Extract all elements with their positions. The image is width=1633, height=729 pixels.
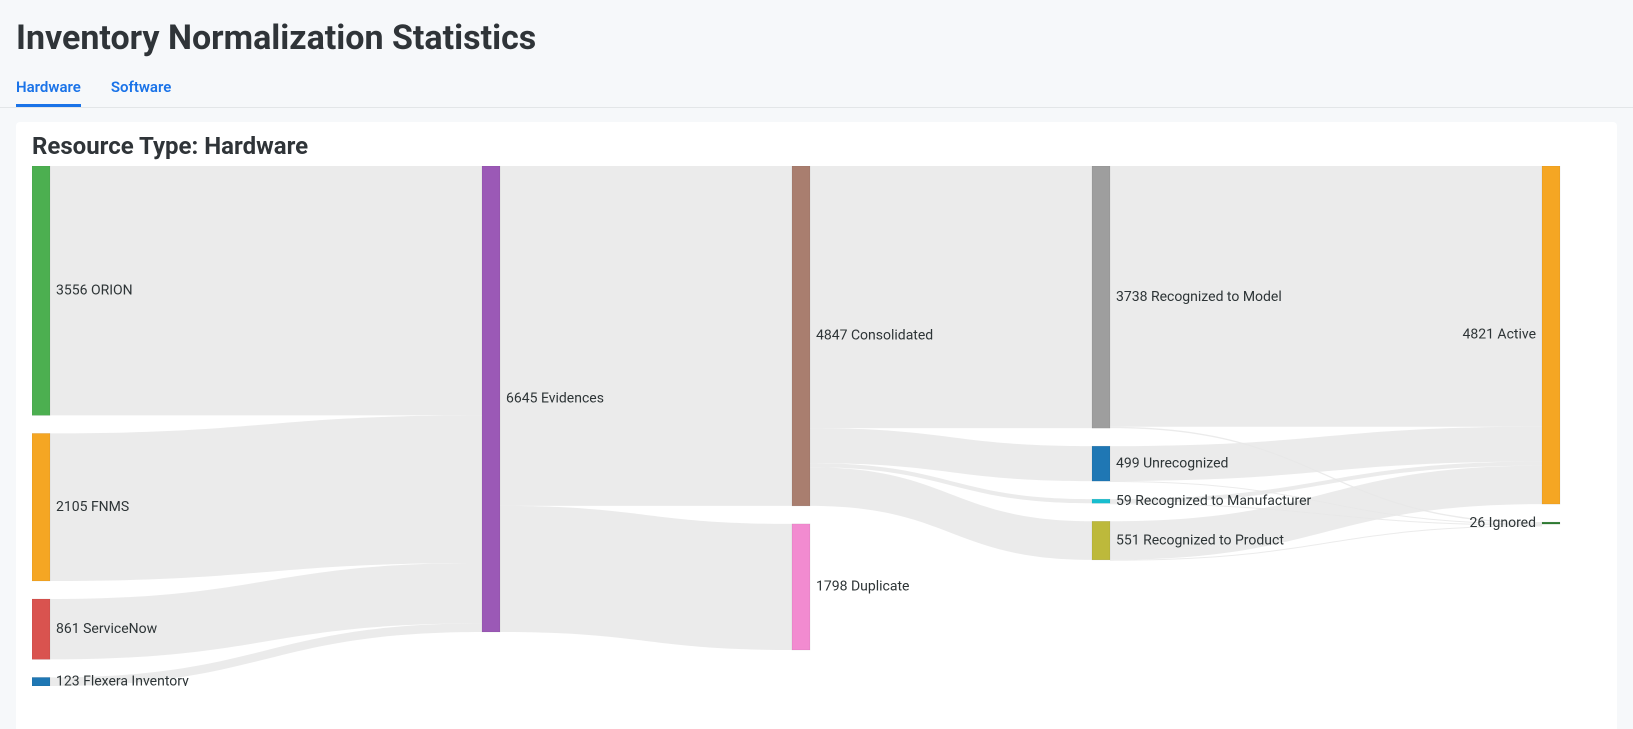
- sankey-label-evidences: 6645 Evidences: [506, 391, 604, 407]
- sankey-node-rec_model[interactable]: [1092, 166, 1110, 428]
- sankey-node-consolidated[interactable]: [792, 166, 810, 506]
- sankey-node-evidences[interactable]: [482, 166, 500, 632]
- sankey-chart: 3556 ORION 2105 FNMS 861 ServiceNow 123 Fle…: [32, 166, 1592, 686]
- sankey-label-flexera: 123 Flexera Inventory: [56, 673, 189, 686]
- sankey-node-flexera[interactable]: [32, 677, 50, 686]
- sankey-link: [500, 166, 792, 506]
- sankey-node-ignored[interactable]: [1542, 522, 1560, 524]
- tab-hardware[interactable]: Hardware: [16, 78, 81, 107]
- sankey-label-rec_product: 551 Recognized to Product: [1116, 532, 1284, 548]
- sankey-label-orion: 3556 ORION: [56, 282, 133, 298]
- sankey-node-rec_product[interactable]: [1092, 521, 1110, 560]
- sankey-node-unrecognized[interactable]: [1092, 446, 1110, 481]
- sankey-node-fnms[interactable]: [32, 433, 50, 581]
- sankey-link: [500, 506, 792, 650]
- card-title: Resource Type: Hardware: [32, 132, 1601, 160]
- chart-card: Resource Type: Hardware 3556 ORION 2105 F…: [16, 122, 1617, 729]
- sankey-link: [810, 166, 1092, 428]
- sankey-node-servicenow[interactable]: [32, 599, 50, 659]
- sankey-label-consolidated: 4847 Consolidated: [816, 328, 933, 344]
- sankey-label-fnms: 2105 FNMS: [56, 499, 129, 515]
- sankey-label-ignored: 26 Ignored: [1469, 515, 1536, 531]
- page-root: Inventory Normalization Statistics Hardw…: [0, 0, 1633, 729]
- sankey-label-rec_model: 3738 Recognized to Model: [1116, 289, 1282, 305]
- page-title: Inventory Normalization Statistics: [0, 0, 1633, 58]
- sankey-label-rec_manuf: 59 Recognized to Manufacturer: [1116, 493, 1312, 509]
- sankey-label-active: 4821 Active: [1462, 327, 1536, 343]
- sankey-label-duplicate: 1798 Duplicate: [816, 579, 909, 595]
- tab-software[interactable]: Software: [111, 78, 171, 107]
- sankey-node-orion[interactable]: [32, 166, 50, 415]
- tabs: Hardware Software: [0, 58, 1633, 108]
- sankey-label-servicenow: 861 ServiceNow: [56, 621, 158, 637]
- sankey-node-duplicate[interactable]: [792, 524, 810, 650]
- sankey-node-active[interactable]: [1542, 166, 1560, 504]
- sankey-node-rec_manuf[interactable]: [1092, 499, 1110, 503]
- sankey-label-unrecognized: 499 Unrecognized: [1116, 455, 1228, 471]
